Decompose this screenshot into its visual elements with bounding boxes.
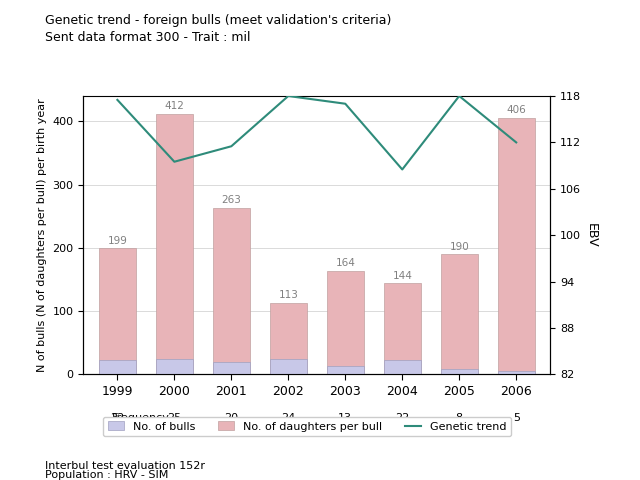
Bar — [327, 366, 364, 374]
Bar — [213, 362, 250, 374]
X-axis label: Birth Year: Birth Year — [287, 423, 347, 436]
Bar — [270, 359, 307, 374]
Text: 20: 20 — [224, 413, 238, 423]
Text: Sent data format 300 - Trait : mil: Sent data format 300 - Trait : mil — [45, 31, 250, 44]
Text: 113: 113 — [278, 290, 298, 300]
Legend: No. of bulls, No. of daughters per bull, Genetic trend: No. of bulls, No. of daughters per bull,… — [103, 417, 511, 436]
Text: 190: 190 — [449, 241, 469, 252]
Bar — [498, 371, 535, 374]
Text: 22: 22 — [110, 413, 125, 423]
Bar — [156, 114, 193, 374]
Bar — [213, 208, 250, 374]
Text: 412: 412 — [164, 101, 184, 111]
Text: 13: 13 — [339, 413, 352, 423]
Text: Frequency: Frequency — [111, 413, 169, 423]
Text: Interbul test evaluation 152r: Interbul test evaluation 152r — [45, 461, 205, 471]
Bar — [384, 360, 420, 374]
Bar — [498, 118, 535, 374]
Bar — [441, 254, 477, 374]
Bar — [99, 249, 136, 374]
Text: 263: 263 — [221, 195, 241, 205]
Text: 5: 5 — [513, 413, 520, 423]
Y-axis label: EBV: EBV — [585, 223, 598, 248]
Text: 22: 22 — [395, 413, 410, 423]
Bar — [327, 271, 364, 374]
Text: 24: 24 — [281, 413, 296, 423]
Text: Genetic trend - foreign bulls (meet validation's criteria): Genetic trend - foreign bulls (meet vali… — [45, 14, 391, 27]
Text: 164: 164 — [335, 258, 355, 268]
Bar — [99, 360, 136, 374]
Bar — [156, 359, 193, 374]
Text: 199: 199 — [108, 236, 127, 246]
Text: 406: 406 — [506, 105, 526, 115]
Bar — [384, 283, 420, 374]
Bar — [270, 303, 307, 374]
Bar — [441, 369, 477, 374]
Text: Population : HRV - SIM: Population : HRV - SIM — [45, 470, 168, 480]
Text: 144: 144 — [392, 271, 412, 281]
Text: 25: 25 — [167, 413, 181, 423]
Text: 8: 8 — [456, 413, 463, 423]
Y-axis label: N of bulls (N of daughters per bull) per birth year: N of bulls (N of daughters per bull) per… — [36, 98, 47, 372]
